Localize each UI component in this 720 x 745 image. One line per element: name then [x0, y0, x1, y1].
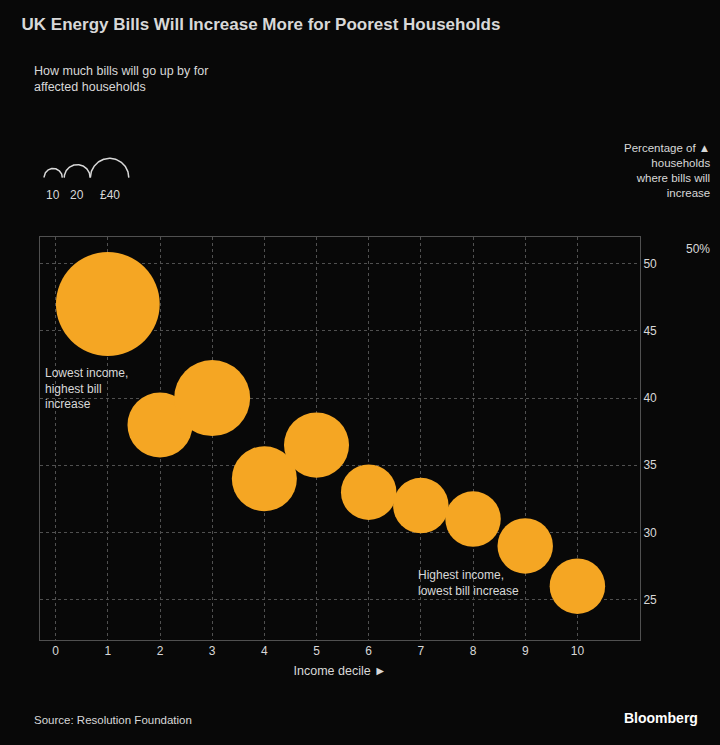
svg-text:Percentage of ▲householdswhere: Percentage of ▲householdswhere bills wil… — [624, 142, 710, 199]
svg-text:6: 6 — [365, 644, 372, 658]
svg-text:5: 5 — [313, 644, 320, 658]
svg-text:10: 10 — [46, 188, 60, 202]
svg-text:How much bills will go up by f: How much bills will go up by foraffected… — [34, 64, 208, 94]
svg-text:30: 30 — [643, 526, 657, 540]
svg-text:£40: £40 — [100, 188, 120, 202]
svg-text:25: 25 — [643, 593, 657, 607]
svg-text:9: 9 — [522, 644, 529, 658]
svg-text:20: 20 — [70, 188, 84, 202]
svg-text:45: 45 — [643, 324, 657, 338]
svg-text:UK Energy Bills Will Increase: UK Energy Bills Will Increase More for P… — [22, 15, 501, 34]
svg-text:35: 35 — [643, 458, 657, 472]
svg-text:Source: Resolution Foundation: Source: Resolution Foundation — [34, 714, 192, 726]
svg-text:3: 3 — [209, 644, 216, 658]
svg-text:4: 4 — [261, 644, 268, 658]
svg-text:40: 40 — [643, 391, 657, 405]
svg-text:8: 8 — [470, 644, 477, 658]
svg-text:Income decile ►: Income decile ► — [294, 664, 387, 678]
svg-text:Lowest income,highest billincr: Lowest income,highest billincrease — [45, 366, 128, 411]
svg-text:50: 50 — [643, 257, 657, 271]
svg-text:2: 2 — [157, 644, 164, 658]
svg-text:Bloomberg: Bloomberg — [624, 710, 698, 726]
svg-text:Highest income,lowest bill inc: Highest income,lowest bill increase — [418, 568, 519, 598]
svg-text:10: 10 — [571, 644, 585, 658]
svg-text:7: 7 — [418, 644, 425, 658]
svg-text:1: 1 — [104, 644, 111, 658]
svg-text:0: 0 — [52, 644, 59, 658]
svg-text:50%: 50% — [686, 242, 710, 256]
